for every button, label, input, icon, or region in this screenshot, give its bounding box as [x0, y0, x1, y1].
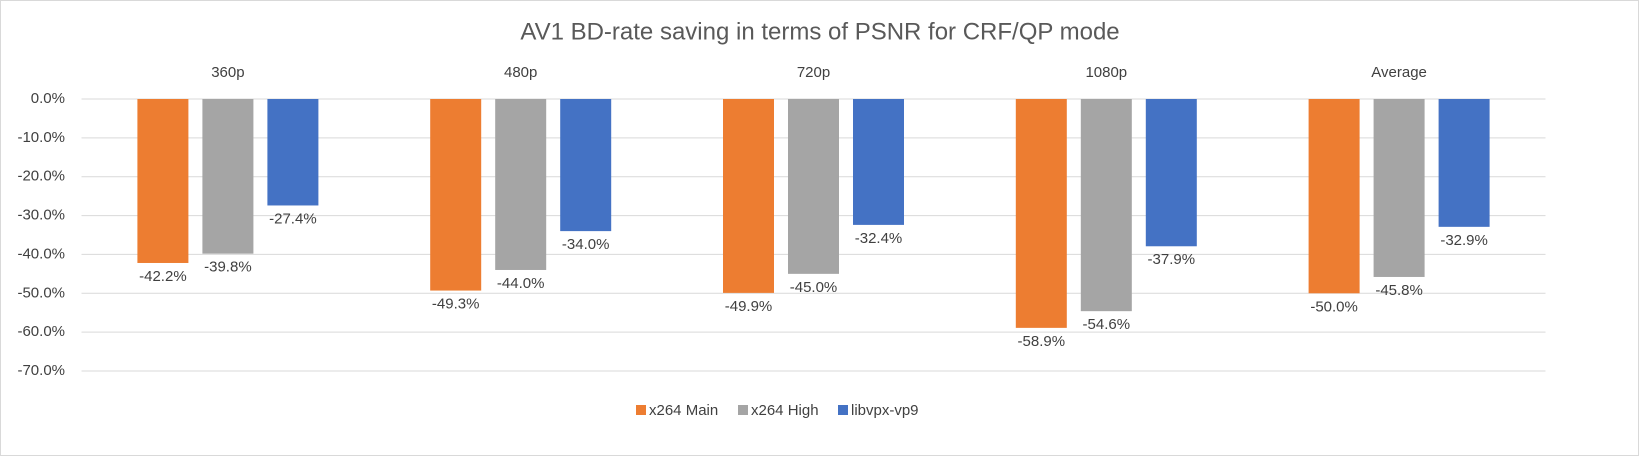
data-label: -37.9% [1148, 251, 1196, 268]
data-label: -34.0% [562, 236, 610, 253]
legend-swatch [838, 405, 848, 415]
legend-label: x264 Main [649, 402, 718, 419]
bar [1015, 99, 1067, 328]
legend-label: x264 High [751, 402, 819, 419]
chart-title: AV1 BD-rate saving in terms of PSNR for … [520, 18, 1119, 45]
y-tick-label: -60.0% [17, 323, 65, 340]
data-label: -58.9% [1018, 333, 1066, 350]
category-label: 720p [797, 64, 830, 81]
bar [1438, 99, 1490, 227]
bar [723, 99, 774, 293]
bar [430, 99, 482, 291]
bar [853, 99, 904, 225]
category-label: 1080p [1085, 64, 1127, 81]
data-label: -42.2% [139, 268, 187, 285]
legend-swatch [738, 405, 748, 415]
data-label: -44.0% [497, 275, 545, 292]
data-label: -39.8% [204, 259, 252, 276]
y-tick-label: -50.0% [17, 284, 65, 301]
y-tick-label: -10.0% [17, 129, 65, 146]
data-label: -27.4% [269, 210, 317, 227]
bar [267, 99, 319, 206]
y-tick-label: -40.0% [17, 245, 65, 262]
category-label: 480p [504, 64, 537, 81]
data-label: -49.3% [432, 296, 480, 313]
y-tick-label: -70.0% [17, 362, 65, 379]
legend-swatch [636, 405, 646, 415]
bar [788, 99, 839, 274]
data-label: -49.9% [725, 298, 773, 315]
data-label: -54.6% [1083, 316, 1131, 333]
data-label: -50.0% [1310, 298, 1358, 315]
bar [202, 99, 254, 254]
legend-label: libvpx-vp9 [851, 402, 919, 419]
bar [1373, 99, 1425, 277]
bar [560, 99, 612, 232]
y-tick-label: -30.0% [17, 207, 65, 224]
bar [1308, 99, 1360, 294]
category-label: Average [1371, 64, 1427, 81]
bar [1145, 99, 1197, 247]
bar [1080, 99, 1132, 312]
data-label: -45.0% [790, 279, 838, 296]
data-label: -32.4% [855, 230, 903, 247]
bar [137, 99, 189, 263]
y-tick-label: -20.0% [17, 168, 65, 185]
bar [495, 99, 547, 270]
data-label: -45.8% [1375, 282, 1423, 299]
category-label: 360p [211, 64, 244, 81]
y-tick-label: 0.0% [31, 90, 65, 107]
data-label: -32.9% [1440, 232, 1488, 249]
